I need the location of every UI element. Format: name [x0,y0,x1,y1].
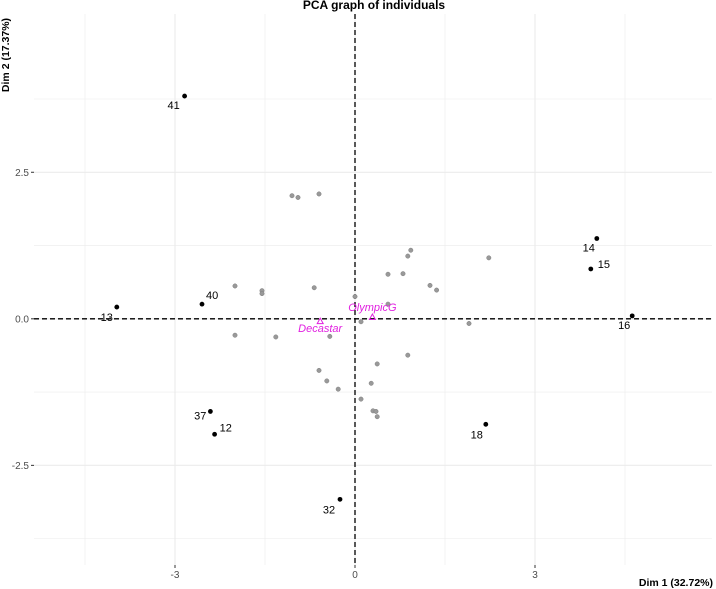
unlabeled-point [400,271,406,277]
unlabeled-point [232,283,238,289]
unlabeled-point [405,253,411,259]
unlabeled-point [327,333,333,339]
unlabeled-point [374,414,380,420]
unlabeled-point [316,367,322,373]
unlabeled-point [374,361,380,367]
x-tick-label: 0 [352,570,358,581]
point-label: 16 [618,320,630,332]
unlabeled-point [316,191,322,197]
supplementary-points: Decastar OlympicG [298,302,397,335]
unlabeled-point [434,287,440,293]
labeled-point [199,301,205,307]
supplementary-label: Decastar [298,323,343,335]
labeled-point [212,431,218,437]
labeled-point [629,313,635,319]
unlabeled-point [405,352,411,358]
point-label: 37 [194,410,206,422]
unlabeled-point [295,195,301,200]
y-tick-label: 0.0 [15,314,29,325]
labeled-point [588,266,594,272]
unlabeled-point [273,334,279,340]
labeled-point [483,421,489,427]
x-tick-label: 3 [532,570,538,581]
unlabeled-point [289,193,295,199]
point-label: 15 [598,259,610,271]
y-tick-label: 2.5 [15,168,29,179]
labeled-point [114,304,120,310]
unlabeled-points [232,191,492,420]
x-tick-label: -3 [171,570,180,581]
labeled-point [337,496,343,502]
unlabeled-point [486,255,492,261]
point-label: 41 [167,100,179,112]
x-axis-ticks: -3 0 3 [171,565,538,581]
point-label: 14 [583,243,595,255]
unlabeled-point [368,380,374,386]
unlabeled-point [324,378,330,384]
point-label: 13 [101,312,113,324]
labeled-point [594,236,600,241]
unlabeled-point [311,285,317,291]
unlabeled-point [335,386,341,392]
supplementary-label: OlympicG [348,302,397,314]
labeled-point [208,409,213,414]
unlabeled-point [385,301,391,307]
supplementary-point [368,313,377,321]
unlabeled-point [466,321,472,326]
point-label: 18 [471,429,483,441]
unlabeled-point [259,291,265,297]
unlabeled-point [373,408,379,414]
grid-lines [34,14,712,565]
point-label: 12 [220,422,232,434]
y-axis-title: Dim 2 (17.37%) [0,18,12,92]
chart-title: PCA graph of individuals [303,0,446,12]
unlabeled-point [408,247,414,253]
unlabeled-point [385,271,391,277]
x-axis-title: Dim 1 (32.72%) [639,577,713,589]
supplementary-point [316,317,325,325]
reference-lines [34,14,712,565]
unlabeled-point [232,332,238,338]
y-axis-ticks: -2.5 0.0 2.5 [12,168,34,472]
unlabeled-point [352,294,358,299]
unlabeled-point [358,319,364,325]
y-tick-label: -2.5 [12,461,30,472]
point-label: 32 [323,504,335,516]
unlabeled-point [427,282,433,288]
unlabeled-point [358,396,364,402]
point-label: 40 [206,290,218,302]
labeled-point [182,93,188,99]
